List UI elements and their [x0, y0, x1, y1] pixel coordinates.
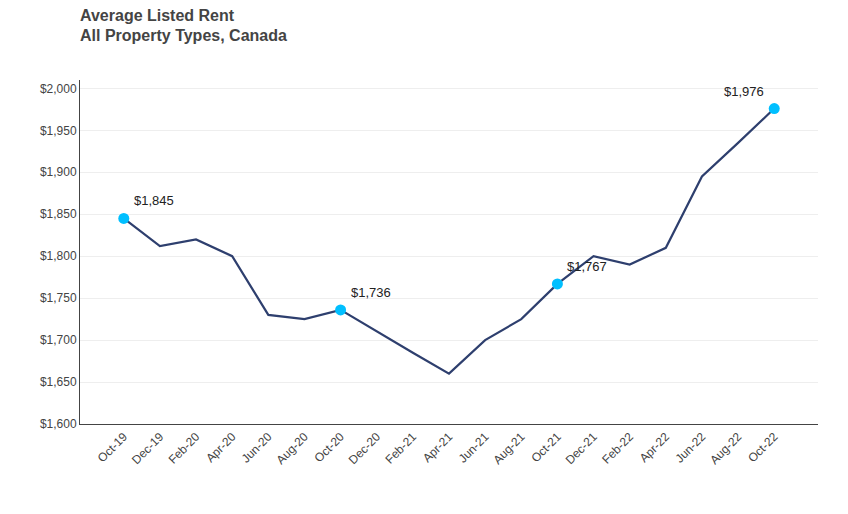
- svg-text:Jun-20: Jun-20: [239, 430, 275, 466]
- svg-text:$1,976: $1,976: [724, 84, 764, 99]
- svg-text:Aug-20: Aug-20: [274, 430, 311, 467]
- svg-text:$1,650: $1,650: [40, 375, 77, 389]
- svg-text:Dec-21: Dec-21: [563, 430, 600, 467]
- svg-text:Oct-22: Oct-22: [745, 430, 781, 466]
- svg-text:Apr-22: Apr-22: [637, 430, 673, 466]
- svg-text:Oct-20: Oct-20: [312, 430, 348, 466]
- svg-text:$1,800: $1,800: [40, 249, 77, 263]
- svg-text:Average Listed RentAll Propert: Average Listed RentAll Property Types, C…: [80, 7, 287, 45]
- svg-text:$1,950: $1,950: [40, 124, 77, 138]
- svg-text:$1,700: $1,700: [40, 333, 77, 347]
- svg-text:$2,000: $2,000: [40, 82, 77, 96]
- svg-text:Feb-21: Feb-21: [382, 430, 419, 467]
- svg-text:Oct-19: Oct-19: [95, 430, 131, 466]
- svg-text:Aug-22: Aug-22: [707, 430, 744, 467]
- svg-text:$1,600: $1,600: [40, 417, 77, 431]
- svg-text:Dec-20: Dec-20: [346, 430, 383, 467]
- svg-text:Feb-22: Feb-22: [599, 430, 636, 467]
- svg-text:$1,767: $1,767: [567, 259, 607, 274]
- svg-text:$1,850: $1,850: [40, 207, 77, 221]
- svg-text:Dec-19: Dec-19: [129, 430, 166, 467]
- svg-text:Apr-21: Apr-21: [420, 430, 456, 466]
- svg-text:$1,900: $1,900: [40, 165, 77, 179]
- svg-text:Jun-21: Jun-21: [456, 430, 492, 466]
- svg-text:Oct-21: Oct-21: [528, 430, 564, 466]
- svg-text:$1,845: $1,845: [134, 193, 174, 208]
- svg-text:Apr-20: Apr-20: [203, 430, 239, 466]
- svg-text:Aug-21: Aug-21: [490, 430, 527, 467]
- svg-text:Feb-20: Feb-20: [166, 430, 203, 467]
- svg-text:Jun-22: Jun-22: [672, 430, 708, 466]
- svg-text:$1,750: $1,750: [40, 291, 77, 305]
- svg-text:$1,736: $1,736: [351, 285, 391, 300]
